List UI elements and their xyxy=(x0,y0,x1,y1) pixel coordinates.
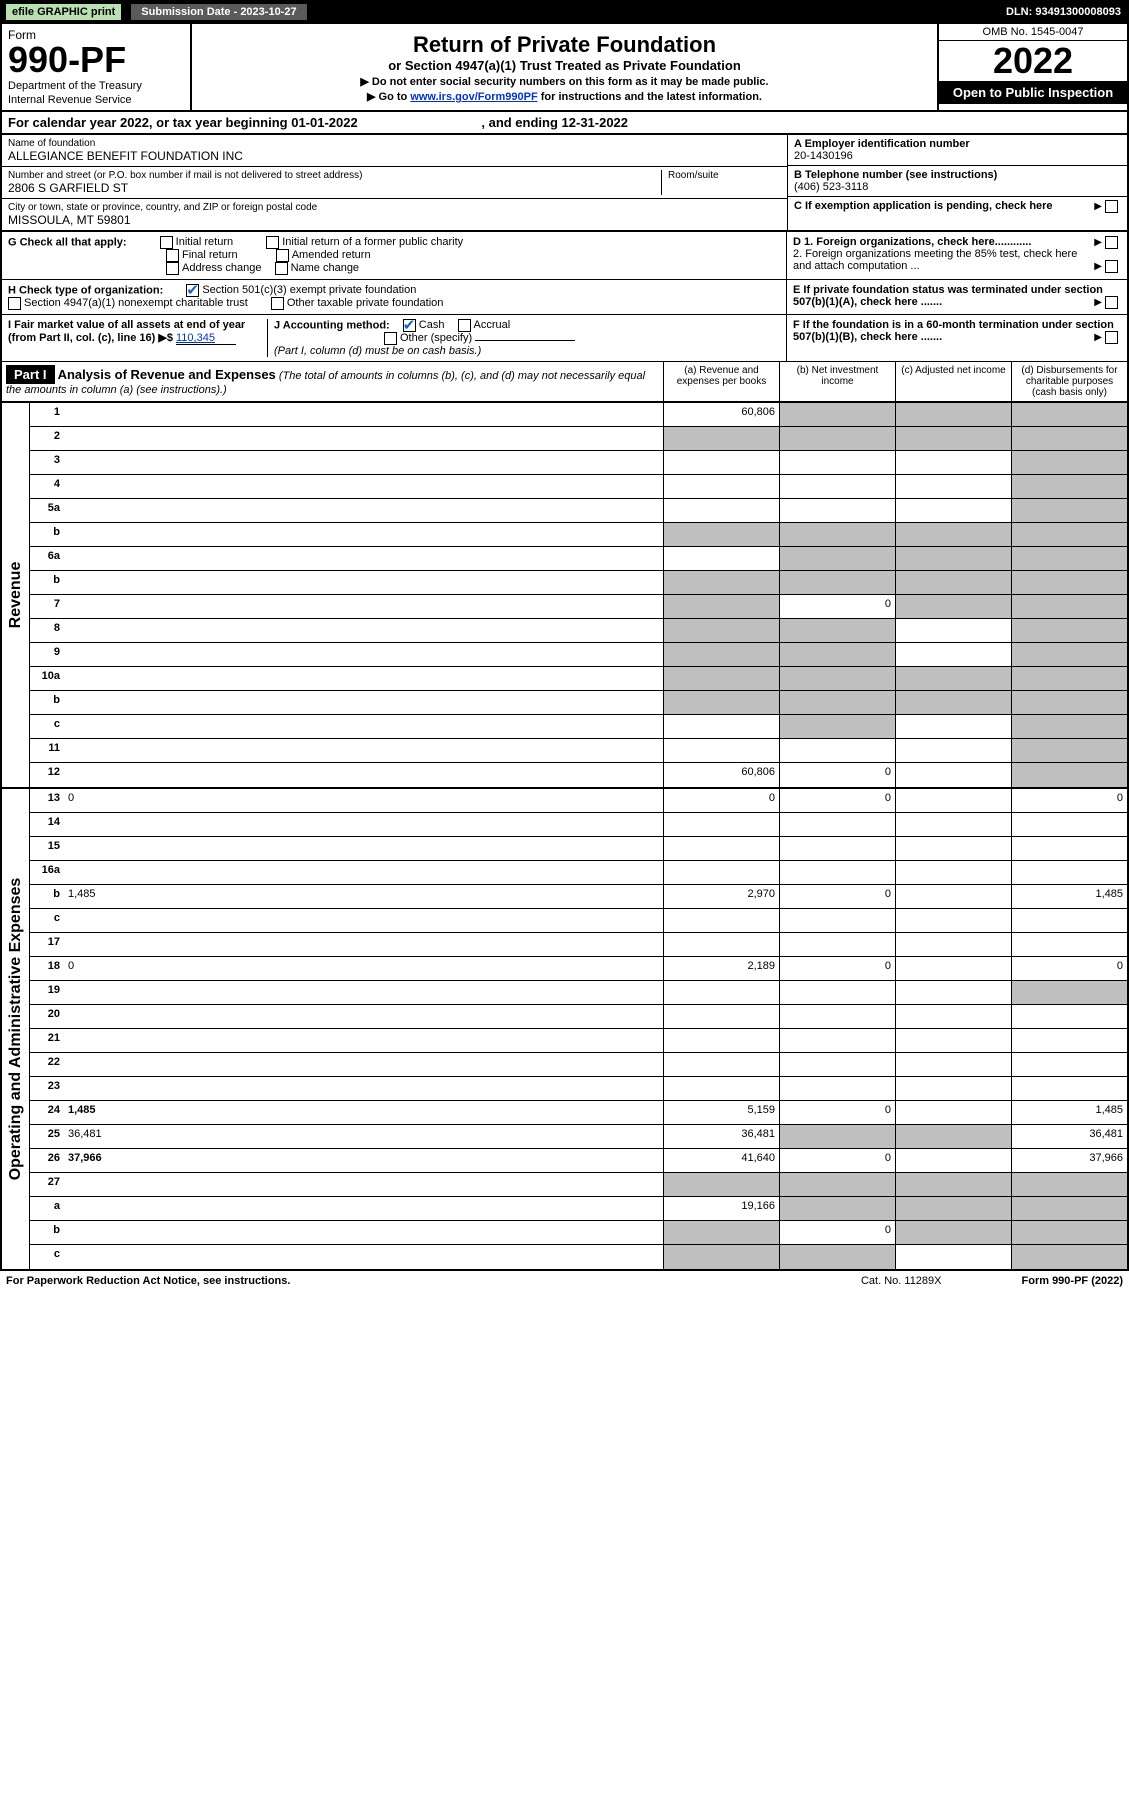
table-row: 20 xyxy=(30,1005,1127,1029)
name-cell: Name of foundation ALLEGIANCE BENEFIT FO… xyxy=(2,135,787,167)
ein-cell: A Employer identification number 20-1430… xyxy=(788,135,1127,166)
table-row: 1260,8060 xyxy=(30,763,1127,787)
form-title: Return of Private Foundation xyxy=(200,32,929,58)
part-label: Part I xyxy=(6,365,55,384)
c-checkbox[interactable] xyxy=(1105,200,1118,213)
form-year-block: OMB No. 1545-0047 2022 Open to Public In… xyxy=(937,24,1127,110)
efile-badge: efile GRAPHIC print xyxy=(4,2,123,22)
form-title-block: Return of Private Foundation or Section … xyxy=(192,24,937,110)
table-row: 15 xyxy=(30,837,1127,861)
table-row: b1,4852,97001,485 xyxy=(30,885,1127,909)
tel-cell: B Telephone number (see instructions) (4… xyxy=(788,166,1127,197)
table-row: 241,4855,15901,485 xyxy=(30,1101,1127,1125)
table-row: 27 xyxy=(30,1173,1127,1197)
revenue-section: Revenue 160,8062345ab6ab708910abc111260,… xyxy=(0,403,1129,789)
g-block: G Check all that apply: Initial return I… xyxy=(2,232,787,279)
tax-year: 2022 xyxy=(939,41,1127,81)
col-b-header: (b) Net investment income xyxy=(779,362,895,401)
h1-checkbox[interactable] xyxy=(186,284,199,297)
revenue-side-label: Revenue xyxy=(7,562,25,629)
table-row: 4 xyxy=(30,475,1127,499)
table-row: 70 xyxy=(30,595,1127,619)
paperwork-notice: For Paperwork Reduction Act Notice, see … xyxy=(6,1275,290,1287)
table-row: b xyxy=(30,571,1127,595)
form-header: Form 990-PF Department of the Treasury I… xyxy=(0,24,1129,112)
h-e-row: H Check type of organization: Section 50… xyxy=(0,280,1129,315)
addr-cell: Number and street (or P.O. box number if… xyxy=(2,167,787,199)
table-row: 23 xyxy=(30,1077,1127,1101)
expenses-section: Operating and Administrative Expenses 13… xyxy=(0,789,1129,1271)
table-row: b xyxy=(30,691,1127,715)
c-cell: C If exemption application is pending, c… xyxy=(788,197,1127,215)
form-id-block: Form 990-PF Department of the Treasury I… xyxy=(2,24,192,110)
table-row: 17 xyxy=(30,933,1127,957)
page-footer: For Paperwork Reduction Act Notice, see … xyxy=(0,1271,1129,1291)
expenses-side-label: Operating and Administrative Expenses xyxy=(7,878,25,1181)
identity-block: Name of foundation ALLEGIANCE BENEFIT FO… xyxy=(0,135,1129,232)
table-row: a19,166 xyxy=(30,1197,1127,1221)
i-j-f-row: I Fair market value of all assets at end… xyxy=(0,315,1129,362)
table-row: 130000 xyxy=(30,789,1127,813)
submission-date: Submission Date - 2023-10-27 xyxy=(129,2,308,22)
table-row: 3 xyxy=(30,451,1127,475)
table-row: 16a xyxy=(30,861,1127,885)
col-d-header: (d) Disbursements for charitable purpose… xyxy=(1011,362,1127,401)
table-row: 2637,96641,640037,966 xyxy=(30,1149,1127,1173)
g-d-row: G Check all that apply: Initial return I… xyxy=(0,232,1129,280)
table-row: 160,806 xyxy=(30,403,1127,427)
table-row: c xyxy=(30,1245,1127,1269)
table-row: c xyxy=(30,715,1127,739)
e-block: E If private foundation status was termi… xyxy=(787,280,1127,314)
table-row: 10a xyxy=(30,667,1127,691)
instr-2: ▶ Go to www.irs.gov/Form990PF for instru… xyxy=(200,90,929,103)
table-row: 6a xyxy=(30,547,1127,571)
j-block: J Accounting method: Cash Accrual Other … xyxy=(268,319,780,357)
form-number: 990-PF xyxy=(8,42,184,78)
col-a-header: (a) Revenue and expenses per books xyxy=(663,362,779,401)
part1-header: Part I Analysis of Revenue and Expenses … xyxy=(0,362,1129,403)
form990pf-link[interactable]: www.irs.gov/Form990PF xyxy=(410,91,537,103)
table-row: 2536,48136,48136,481 xyxy=(30,1125,1127,1149)
table-row: 11 xyxy=(30,739,1127,763)
table-row: 1802,18900 xyxy=(30,957,1127,981)
table-row: 5a xyxy=(30,499,1127,523)
table-row: b xyxy=(30,523,1127,547)
cat-no: Cat. No. 11289X xyxy=(861,1275,942,1287)
table-row: 22 xyxy=(30,1053,1127,1077)
i-block: I Fair market value of all assets at end… xyxy=(8,319,268,357)
irs: Internal Revenue Service xyxy=(8,94,184,106)
h-block: H Check type of organization: Section 50… xyxy=(2,280,787,314)
dept-treasury: Department of the Treasury xyxy=(8,80,184,92)
table-row: 21 xyxy=(30,1029,1127,1053)
f-block: F If the foundation is in a 60-month ter… xyxy=(787,315,1127,361)
table-row: c xyxy=(30,909,1127,933)
open-to-public: Open to Public Inspection xyxy=(939,81,1127,104)
instr-1: ▶ Do not enter social security numbers o… xyxy=(200,75,929,88)
omb-number: OMB No. 1545-0047 xyxy=(939,24,1127,41)
table-row: 14 xyxy=(30,813,1127,837)
city-cell: City or town, state or province, country… xyxy=(2,199,787,230)
cash-checkbox[interactable] xyxy=(403,319,416,332)
table-row: b0 xyxy=(30,1221,1127,1245)
table-row: 8 xyxy=(30,619,1127,643)
top-bar: efile GRAPHIC print Submission Date - 20… xyxy=(0,0,1129,24)
dln: DLN: 93491300008093 xyxy=(1006,6,1125,18)
form-subtitle: or Section 4947(a)(1) Trust Treated as P… xyxy=(200,58,929,73)
d-block: D 1. Foreign organizations, check here..… xyxy=(787,232,1127,279)
form-ref: Form 990-PF (2022) xyxy=(1022,1275,1124,1287)
table-row: 2 xyxy=(30,427,1127,451)
col-c-header: (c) Adjusted net income xyxy=(895,362,1011,401)
calendar-year-row: For calendar year 2022, or tax year begi… xyxy=(0,112,1129,135)
table-row: 9 xyxy=(30,643,1127,667)
table-row: 19 xyxy=(30,981,1127,1005)
